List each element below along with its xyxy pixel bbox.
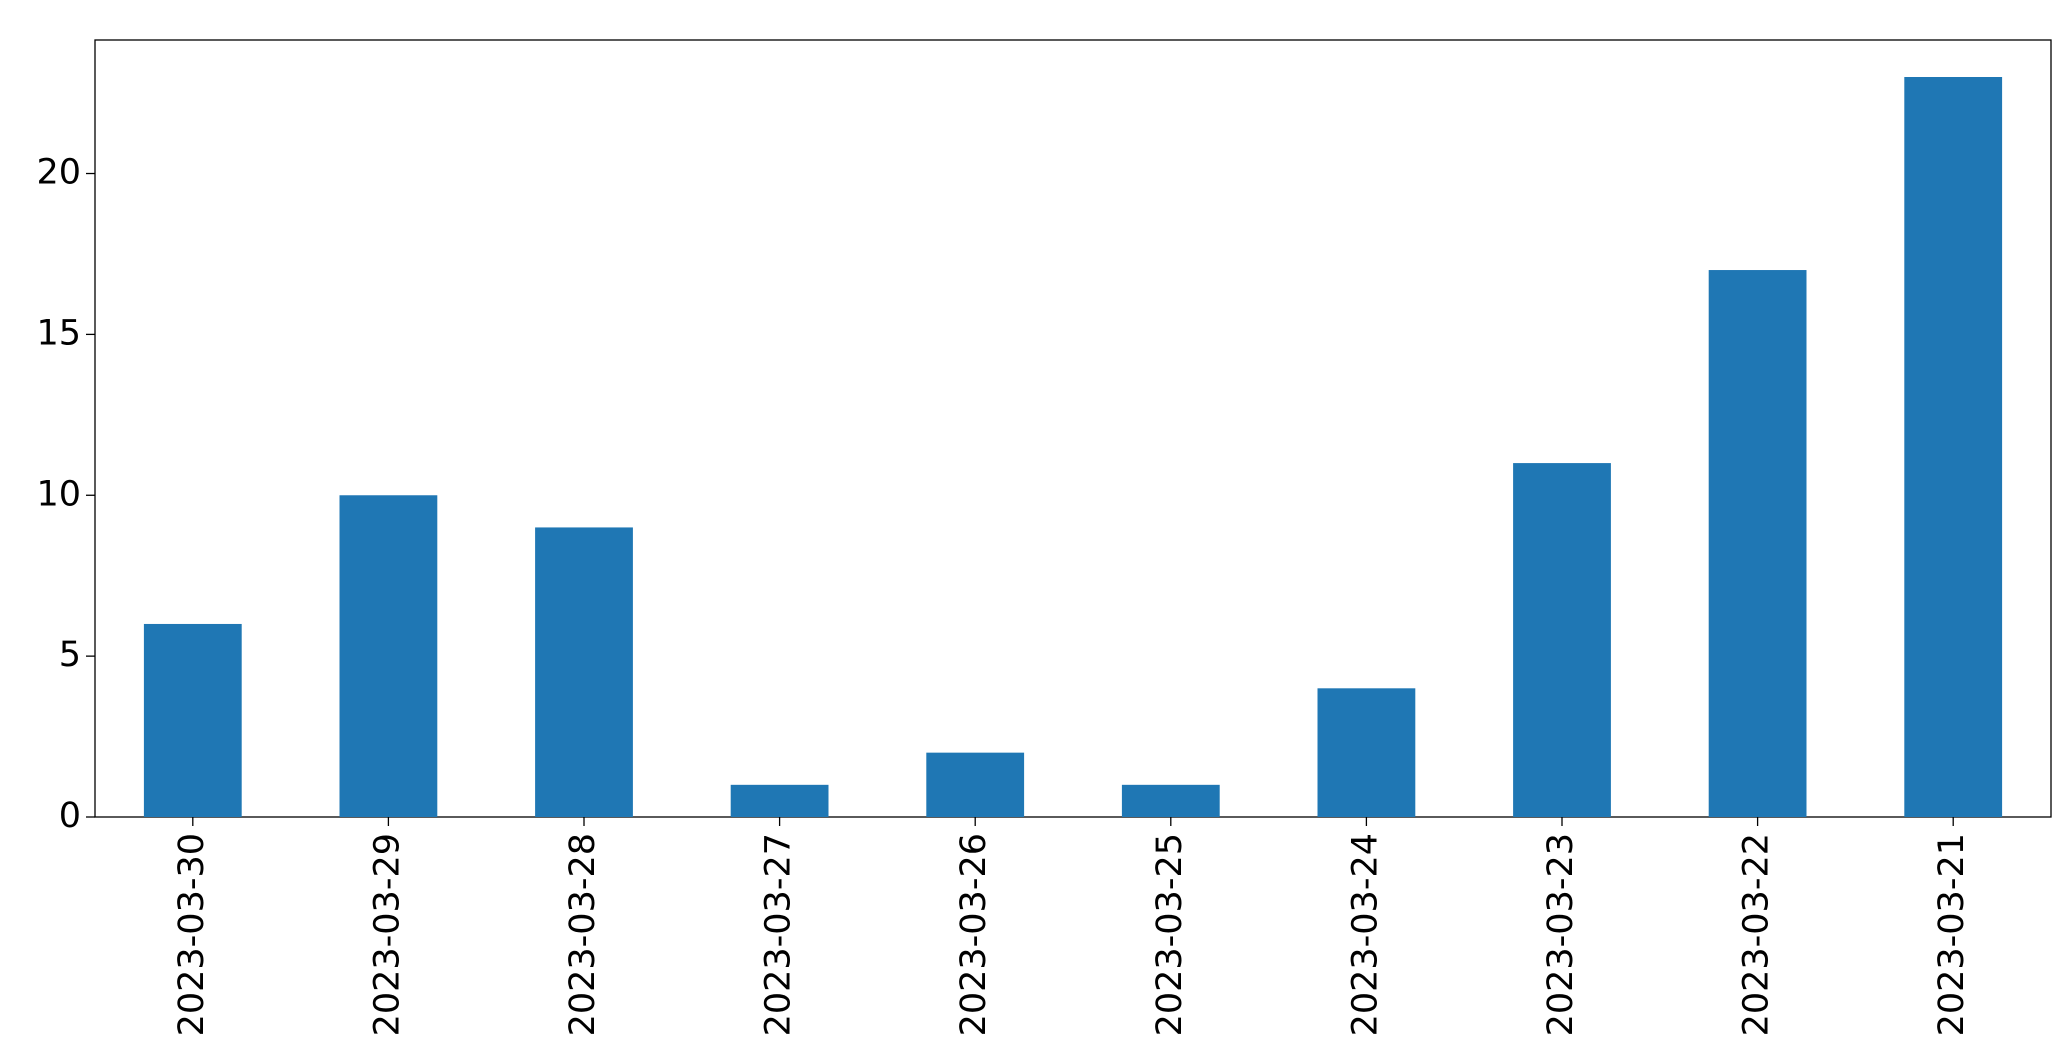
bar	[1317, 688, 1416, 817]
bar	[339, 495, 438, 817]
plot-frame	[94, 39, 2052, 818]
y-tick-label: 20	[36, 153, 81, 193]
bar	[1513, 463, 1611, 817]
x-tick-label: 2023-03-28	[563, 833, 603, 1036]
x-tick-label: 2023-03-24	[1345, 833, 1385, 1036]
y-tick-label: 5	[59, 635, 81, 675]
x-tick-label: 2023-03-30	[172, 833, 212, 1036]
bar	[1121, 784, 1220, 817]
x-tick-label: 2023-03-27	[759, 833, 799, 1036]
x-tick-label: 2023-03-29	[367, 833, 407, 1036]
y-tick-label: 0	[59, 796, 81, 836]
bar	[1904, 77, 2003, 817]
x-tick-label: 2023-03-22	[1737, 833, 1777, 1036]
x-tick-label: 2023-03-21	[1932, 833, 1972, 1036]
x-tick-label: 2023-03-23	[1541, 833, 1581, 1036]
bar	[926, 752, 1025, 817]
y-tick-label: 10	[36, 474, 81, 514]
bar	[730, 784, 829, 817]
x-tick-label: 2023-03-26	[954, 833, 994, 1036]
bar	[143, 623, 242, 817]
bar	[1708, 270, 1807, 818]
y-tick-label: 15	[36, 313, 81, 353]
x-tick-label: 2023-03-25	[1150, 833, 1190, 1036]
bar	[535, 527, 633, 817]
